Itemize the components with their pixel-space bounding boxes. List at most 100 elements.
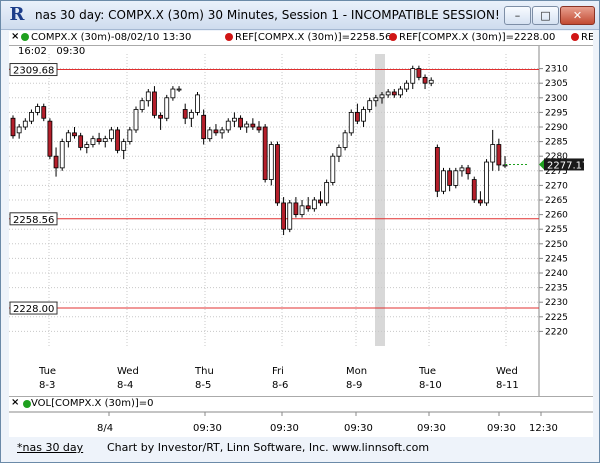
maximize-button[interactable]: □ xyxy=(532,6,559,25)
price-chart-pane[interactable]: 2220 2225 2230 2235 2240 2245 2250 2255 2260 2265… xyxy=(9,46,593,396)
time-axis-label: 8/4 xyxy=(97,423,113,434)
candle-body xyxy=(176,88,182,91)
price-axis-label: 2240 xyxy=(545,269,568,279)
ref-label: 2228.00 xyxy=(13,304,54,315)
candle-body xyxy=(10,117,16,137)
candle-body xyxy=(318,199,323,204)
candle-body xyxy=(348,112,354,134)
candle-body xyxy=(90,138,96,145)
price-chart[interactable]: 2220 2225 2230 2235 2240 2245 2250 2255 2260 2265… xyxy=(9,46,593,396)
candle-body xyxy=(391,91,397,96)
candle-body xyxy=(287,202,293,230)
candle-body xyxy=(465,167,471,175)
candle-body xyxy=(152,91,157,116)
legend-label: COMPX.X (30m)-08/02/10 13:30 xyxy=(31,32,192,43)
indicator-legend-bar: × COMPX.X (30m)-08/02/10 13:30 REF[COMPX… xyxy=(9,31,593,46)
candle-body xyxy=(268,144,274,180)
candle-body xyxy=(422,76,428,84)
candle-body xyxy=(47,120,53,157)
candle-body xyxy=(164,97,170,119)
price-axis-label: 2280 xyxy=(545,152,568,162)
volume-color-dot-icon xyxy=(23,400,31,408)
day-date-label: 8-9 xyxy=(346,380,362,391)
day-of-week-label: Tue xyxy=(38,366,56,377)
header-time-left: 16:02 xyxy=(18,46,47,57)
legend-label: RE xyxy=(581,32,593,43)
candle-body xyxy=(84,144,90,148)
investor-rt-logo-icon: R xyxy=(9,4,25,25)
candle-body xyxy=(188,112,194,119)
legend-item-price[interactable]: COMPX.X (30m)-08/02/10 13:30 xyxy=(21,32,191,43)
price-axis-label: 2300 xyxy=(545,94,568,104)
candle-body xyxy=(354,112,360,122)
chart-time-header: 16:02 09:30 xyxy=(18,46,85,57)
candle-body xyxy=(72,132,77,137)
volume-close-icon[interactable]: × xyxy=(11,397,20,408)
legend-item-ref-1[interactable]: REF[COMPX.X (30m)]=2258.56 xyxy=(225,32,391,43)
status-footer: *nas 30 day Chart by Investor/RT, Linn S… xyxy=(9,438,593,456)
header-time-right: 09:30 xyxy=(56,46,86,57)
day-date-label: 8-4 xyxy=(117,380,133,391)
candle-body xyxy=(195,94,200,113)
candle-body xyxy=(379,94,385,99)
candle-body xyxy=(311,199,317,210)
last-price-box xyxy=(544,158,584,171)
series-color-dot-icon xyxy=(571,33,579,41)
legend-item-ref-2[interactable]: REF[COMPX.X (30m)]=2228.00 xyxy=(389,32,555,43)
chart-page-tab[interactable]: *nas 30 day xyxy=(17,441,84,454)
legend-item-ref-3[interactable]: RE xyxy=(571,32,593,43)
series-color-dot-icon xyxy=(389,33,397,41)
candle-body xyxy=(293,202,299,215)
price-axis-label: 2265 xyxy=(545,196,568,206)
price-axis-label: 2230 xyxy=(545,298,568,308)
last-price-label: 2277.17 xyxy=(547,160,588,171)
candle-body xyxy=(201,114,207,140)
candle-body xyxy=(133,109,139,131)
window-title: nas 30 day: COMPX.X (30m) 30 Minutes, Se… xyxy=(35,8,500,22)
time-axis-label: 09:30 xyxy=(270,423,299,434)
day-of-week-label: Mon xyxy=(346,366,367,377)
footer-credit: Chart by Investor/RT, Linn Software, Inc… xyxy=(107,441,430,454)
candle-body xyxy=(78,135,84,148)
candle-body xyxy=(109,129,114,140)
ref-label: 2309.68 xyxy=(13,66,54,77)
candle-body xyxy=(41,106,47,119)
candle-body xyxy=(262,126,268,180)
candle-body xyxy=(324,182,330,204)
candle-body xyxy=(250,123,256,128)
candle-body xyxy=(244,123,250,128)
candle-body xyxy=(65,132,71,142)
candle-body xyxy=(59,141,65,169)
price-axis-label: 2270 xyxy=(545,181,568,191)
volume-label[interactable]: VOL[COMPX.X (30m)]=0 xyxy=(31,398,154,409)
minimize-button[interactable]: – xyxy=(504,6,531,25)
candle-body xyxy=(447,170,453,186)
candle-body xyxy=(139,100,145,110)
candle-body xyxy=(102,138,108,143)
candle-body xyxy=(22,120,28,128)
candle-body xyxy=(145,91,151,102)
price-axis-label: 2305 xyxy=(545,79,568,89)
time-axis-label: 09:30 xyxy=(193,423,222,434)
candle-body xyxy=(207,129,213,140)
candle-body xyxy=(299,205,305,215)
close-button[interactable]: ✕ xyxy=(560,6,595,25)
candle-body xyxy=(213,129,219,134)
time-axis-label: 09:30 xyxy=(344,423,373,434)
day-of-week-label: Wed xyxy=(117,366,139,377)
legend-close-icon[interactable]: × xyxy=(11,31,20,42)
candle-body xyxy=(459,167,465,172)
title-bar[interactable]: R nas 30 day: COMPX.X (30m) 30 Minutes, … xyxy=(1,1,599,30)
candle-body xyxy=(158,114,164,119)
time-axis-label: 12:30 xyxy=(529,423,558,434)
price-axis-label: 2250 xyxy=(545,240,568,250)
time-axis-label: 09:30 xyxy=(417,423,446,434)
candle-body xyxy=(496,144,502,166)
price-axis-label: 2295 xyxy=(545,108,568,118)
series-color-dot-icon xyxy=(21,33,29,41)
last-price-arrow-icon xyxy=(539,159,544,170)
candle-body xyxy=(404,82,410,90)
candle-body xyxy=(231,117,237,122)
